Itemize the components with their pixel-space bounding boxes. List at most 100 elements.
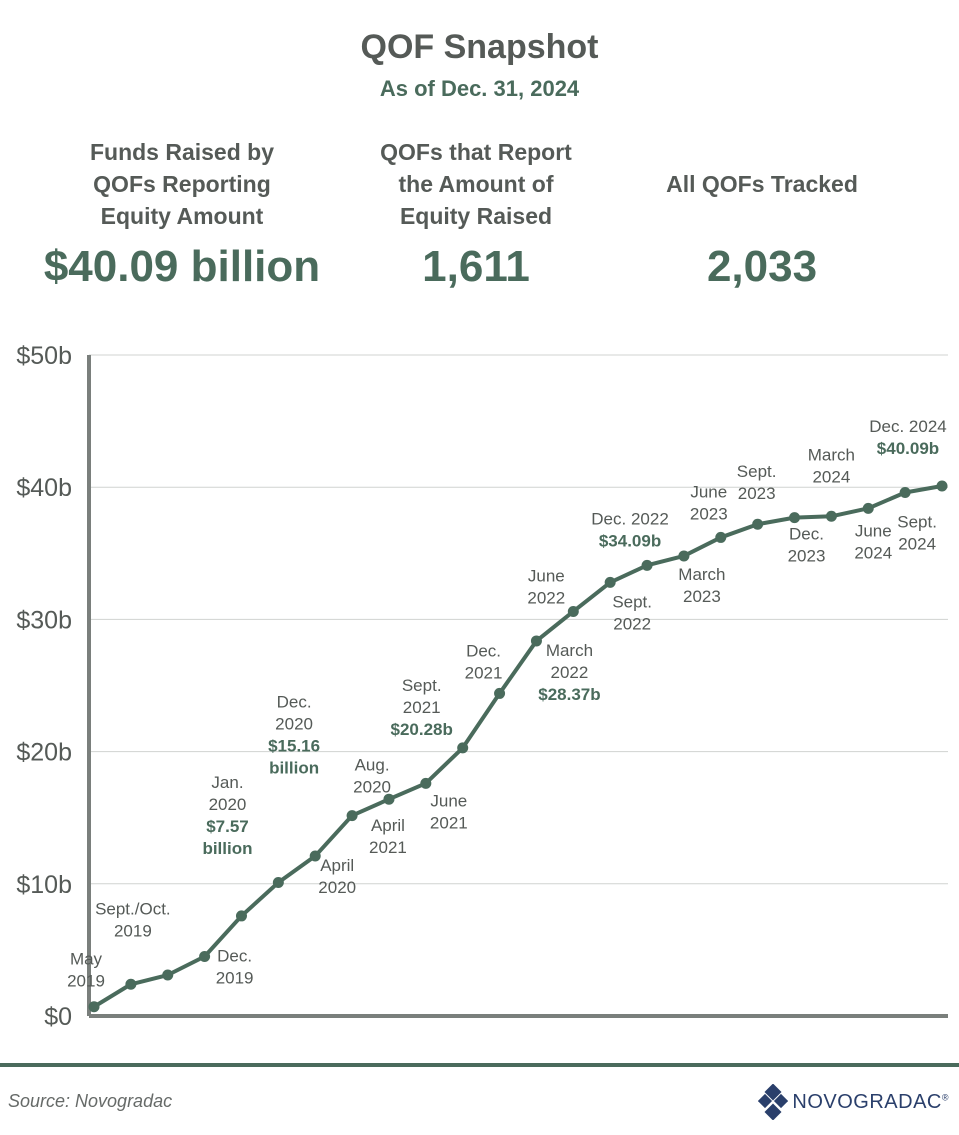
stat-funds-raised-label: Funds Raised by QOFs Reporting Equity Am… (89, 139, 275, 229)
data-point-0 (88, 1001, 100, 1013)
point-label-5-line-3: billion (269, 759, 319, 778)
point-label-21-line-1: 2024 (898, 534, 936, 553)
point-label-11-line-0: March (546, 641, 593, 660)
point-label-8-line-0: June (430, 791, 467, 810)
point-label-9: Sept. 2021 $20.28b (391, 676, 453, 739)
point-label-10-line-0: Dec. (466, 641, 501, 660)
point-label-12-line-1: 2022 (527, 588, 565, 607)
stat-qofs-reporting: QOFs that Report the Amount of Equity Ra… (316, 136, 636, 292)
point-label-4-line-0: April (320, 856, 354, 875)
point-label-11-line-2: $28.37b (538, 685, 600, 704)
point-label-7-line-1: 2021 (369, 838, 407, 857)
logo-text: NOVOGRADAC® (792, 1090, 949, 1113)
point-label-2: Dec. 2019 (216, 947, 254, 988)
point-label-17-line-1: 2023 (738, 484, 776, 503)
point-label-5: Dec. 2020 $15.16 billion (268, 693, 320, 778)
point-label-15-line-1: 2023 (683, 587, 721, 606)
point-label-14: Dec. 2022 $34.09b (591, 509, 669, 550)
point-label-6-line-1: 2020 (353, 778, 391, 797)
point-label-12: June 2022 (527, 566, 565, 607)
line-chart: $0 $10b $20b $30b $40b $50b May 2019 Sept./Oct. 2… (16, 342, 948, 1031)
point-label-0-line-0: May (70, 950, 103, 969)
point-label-3-line-1: 2020 (209, 795, 247, 814)
point-label-19-line-1: 2024 (812, 467, 850, 486)
data-point-3 (199, 951, 211, 963)
data-point-6 (309, 850, 321, 862)
point-label-3-line-3: billion (202, 839, 252, 858)
point-label-0-line-1: 2019 (67, 972, 105, 991)
point-label-2-line-0: Dec. (217, 947, 252, 966)
data-point-8 (383, 793, 395, 805)
point-label-15-line-0: March (678, 565, 725, 584)
y-tick-label-2: $20b (16, 739, 72, 767)
point-label-11-line-1: 2022 (551, 663, 589, 682)
point-label-0: May 2019 (67, 950, 105, 991)
point-label-19-line-0: March (808, 445, 855, 464)
chart-title: QOF Snapshot (360, 28, 599, 66)
point-label-17-line-0: Sept. (737, 462, 777, 481)
point-label-13-line-0: Sept. (612, 592, 652, 611)
data-point-1 (125, 978, 137, 990)
point-label-7: April 2021 (369, 816, 407, 857)
novogradac-logo: NOVOGRADAC® (758, 1084, 949, 1120)
stat-qofs-reporting-value: 1,611 (422, 242, 530, 291)
data-point-17 (715, 531, 727, 543)
series-line (92, 484, 943, 1009)
point-label-9-line-0: Sept. (402, 676, 442, 695)
point-label-22: Dec. 2024 $40.09b (869, 417, 947, 458)
point-label-12-line-0: June (528, 566, 565, 585)
point-label-13-line-1: 2022 (613, 614, 651, 633)
point-label-4: April 2020 (318, 856, 356, 897)
point-label-3: Jan. 2020 $7.57 billion (202, 773, 252, 858)
point-label-1-line-0: Sept./Oct. (95, 899, 171, 918)
point-label-18-line-0: Dec. (789, 525, 824, 544)
point-label-8-line-1: 2021 (430, 813, 468, 832)
y-tick-label-3: $30b (16, 606, 72, 634)
point-label-6: Aug. 2020 (353, 756, 391, 797)
data-point-16 (678, 550, 690, 562)
point-label-13: Sept. 2022 (612, 592, 652, 633)
y-tick-label-0: $0 (44, 1003, 72, 1031)
point-label-3-line-0: Jan. (211, 773, 243, 792)
point-label-14-line-0: Dec. 2022 (591, 509, 669, 528)
point-label-18: Dec. 2023 (788, 525, 826, 566)
stat-qofs-reporting-label: QOFs that Report the Amount of Equity Ra… (380, 139, 572, 229)
data-point-12 (530, 635, 542, 647)
point-label-7-line-0: April (371, 816, 405, 835)
y-tick-label-5: $50b (16, 342, 72, 370)
data-point-14 (604, 576, 616, 588)
data-point-19 (789, 512, 801, 524)
data-point-18 (752, 518, 764, 530)
data-point-10 (457, 742, 469, 754)
point-label-21-line-0: Sept. (897, 512, 937, 531)
data-point-9 (420, 777, 432, 789)
point-label-16-line-1: 2023 (690, 504, 728, 523)
point-label-9-line-2: $20.28b (391, 720, 453, 739)
novogradac-diamond-icon (758, 1084, 789, 1120)
data-point-11 (494, 687, 506, 699)
stat-all-qofs-value: 2,033 (706, 242, 818, 291)
source-note: Source: Novogradac (8, 1091, 173, 1111)
point-label-20-line-0: June (855, 521, 892, 540)
data-point-2 (162, 969, 174, 981)
bottom-rule (0, 1063, 959, 1067)
point-label-14-line-1: $34.09b (599, 531, 661, 550)
data-point-13 (567, 605, 579, 617)
data-point-21 (862, 502, 874, 514)
y-tick-label-1: $10b (16, 871, 72, 899)
point-label-22-line-0: Dec. 2024 (869, 417, 947, 436)
point-label-9-line-1: 2021 (403, 698, 441, 717)
stat-funds-raised: Funds Raised by QOFs Reporting Equity Am… (22, 136, 342, 292)
stat-funds-raised-value: $40.09 billion (43, 242, 321, 291)
stat-all-qofs: All QOFs Tracked 2,033 (602, 136, 922, 292)
point-label-16: June 2023 (690, 482, 728, 523)
point-label-1: Sept./Oct. 2019 (95, 899, 171, 940)
point-label-17: Sept. 2023 (737, 462, 777, 503)
point-label-10-line-1: 2021 (465, 663, 503, 682)
data-point-5 (272, 876, 284, 888)
point-label-20: June 2024 (854, 521, 892, 562)
point-label-15: March 2023 (678, 565, 725, 606)
point-label-21: Sept. 2024 (897, 512, 937, 553)
point-label-4-line-1: 2020 (318, 878, 356, 897)
point-label-11: March 2022 $28.37b (538, 641, 600, 704)
